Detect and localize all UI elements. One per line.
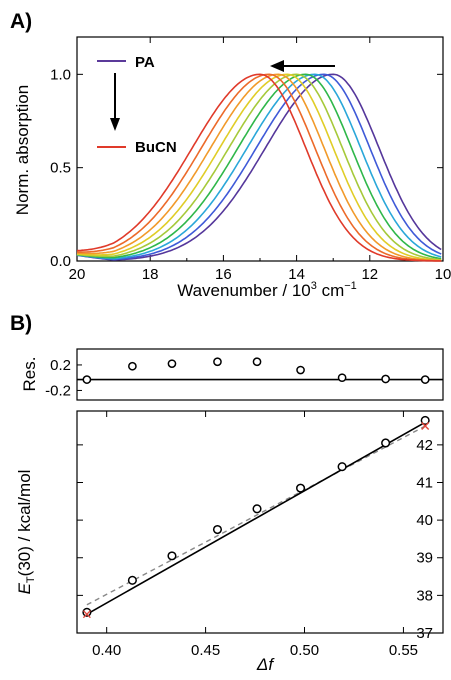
et30-y-axis-title: ET(30) / kcal/mol [15,470,37,595]
et30-cross-marker [421,422,430,431]
ylabel-rest: (30) / kcal/mol [15,470,34,577]
et30-y-tick-label: 38 [416,587,433,604]
et30-x-axis-title: Δf [256,655,275,674]
et30-data-point [127,575,137,585]
spectrum-line-7 [77,73,442,262]
residual-point [296,365,305,375]
residual-point [82,375,92,384]
absorption-y-tick-label: 0.5 [50,160,71,177]
spectrum-line-6 [76,73,442,262]
et30-x-tick-label: 0.50 [290,642,319,659]
absorption-x-tick-label: 10 [435,266,451,283]
spectrum-line-9 [76,73,442,262]
absorption-x-tick-label: 20 [69,266,86,283]
cross-stroke [82,610,91,619]
spectrum-line-2 [76,73,442,261]
et30-data-point [420,415,430,425]
absorption-x-tick-label: 18 [142,266,159,283]
absorption-y-tick-label: 1.0 [50,66,71,83]
et30-data-point [296,483,306,493]
residuals-y-tick-label: -0.2 [45,382,71,399]
et30-y-tick-label: 37 [416,625,433,642]
residuals-plot-frame [76,348,444,401]
cross-stroke [421,422,430,431]
spectrum-line-4 [76,73,442,260]
absorption-x-tick-label: 12 [361,266,378,283]
et30-data-point [337,462,347,472]
xlabel-unit: cm [317,281,344,300]
residual-point [252,357,262,367]
et30-data-point [381,438,391,448]
spectrum-line-3 [76,73,442,260]
absorption-y-tick-label: 0.0 [50,253,71,270]
residuals-y-axis-title: Res. [20,357,39,392]
absorption-x-axis-title: Wavenumber / 103 cm−1 [177,280,357,300]
residuals-chart: 0.2 -0.2 [45,348,444,401]
absorption-plot-frame [76,36,444,262]
residual-point [420,375,430,384]
residual-point [213,357,222,367]
residual-point [128,361,137,371]
spectrum-line-8 [77,73,442,262]
et30-y-tick-label: 41 [416,474,433,491]
spectrum-line-1 [76,73,442,261]
et30-data-point [212,524,223,535]
absorption-y-axis-title: Norm. absorption [13,85,32,215]
et30-cross-marker [82,610,91,619]
xlabel-main: Wavenumber / 10 [177,281,311,300]
et30-data-point [167,551,177,561]
et30-plot-frame [76,410,444,634]
absorption-x-tick-label: 16 [215,266,232,283]
et30-data-point [82,607,92,617]
xlabel-unit-exp: −1 [344,280,357,292]
et30-data-point [252,504,262,514]
et30-dashed-fit-line [86,425,426,606]
legend-bucn-label: BuCN [135,139,177,156]
et30-y-tick-label: 42 [416,437,433,454]
residuals-y-tick-label: 0.2 [50,357,71,374]
absorption-chart: 20 18 16 14 12 10 0.0 0.5 1.0 [50,36,451,283]
et30-x-tick-label: 0.45 [191,642,220,659]
residual-point [337,373,347,383]
residual-point [167,359,177,369]
absorption-x-tick-label: 14 [288,266,305,283]
et30-y-tick-label: 39 [416,550,433,567]
et30-x-tick-label: 0.55 [389,642,418,659]
et30-x-tick-label: 0.40 [92,642,121,659]
legend-pa-label: PA [135,54,155,71]
panel-a-label: A) [10,10,32,33]
et30-y-tick-label: 40 [416,512,433,529]
ylabel-sub: T [25,576,37,583]
shift-arrow-head [270,60,284,72]
et30-solid-fit-line [86,421,426,615]
spectrum-line-5 [76,73,442,261]
residual-point [381,374,390,384]
legend-arrow-head [110,118,120,131]
xlabel-exp: 3 [311,280,317,292]
ylabel-main: E [15,582,34,594]
panel-b-label: B) [10,312,32,335]
